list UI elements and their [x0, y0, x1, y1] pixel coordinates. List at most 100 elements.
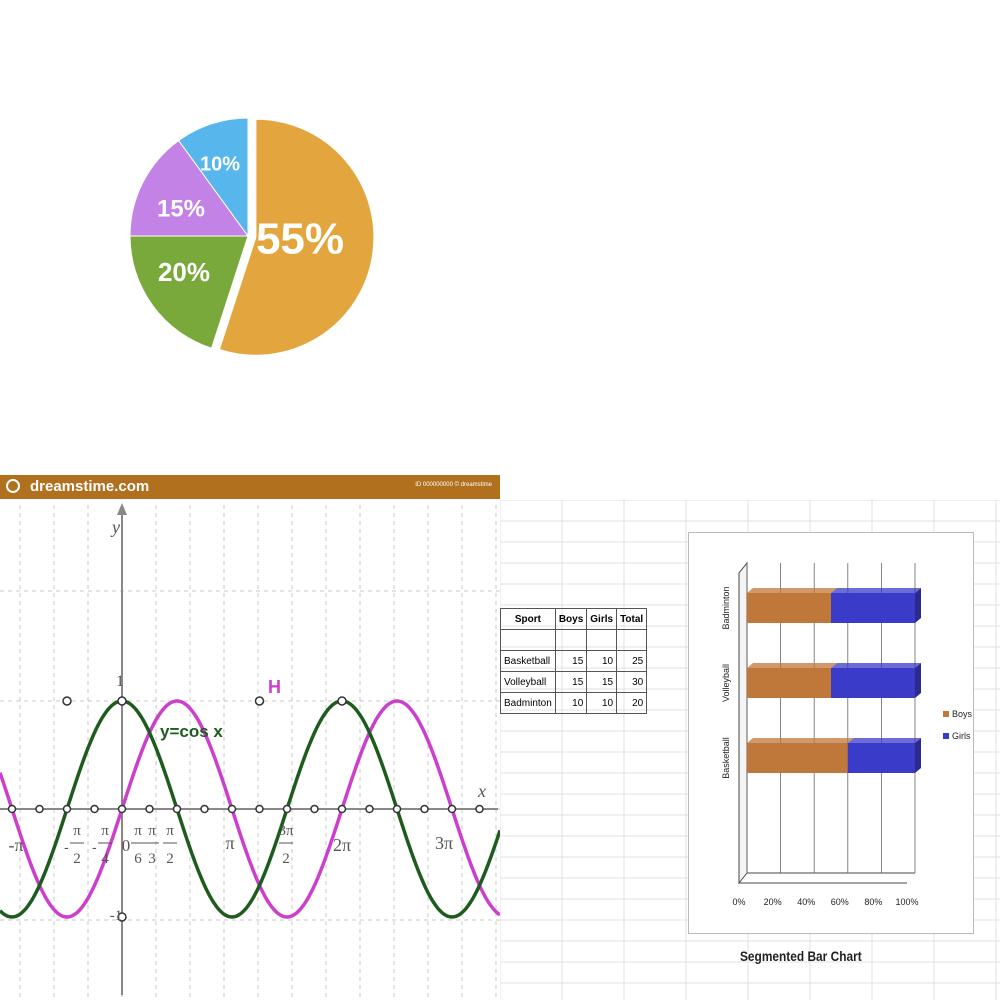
header-sport: Sport [500, 608, 556, 630]
axis-point [255, 804, 264, 814]
table-header-row: Sport Boys Girls Total [500, 608, 648, 630]
spreadsheet-panel: Sport Boys Girls Total Basketball 15 10 … [500, 500, 1000, 1000]
axis-point [227, 804, 237, 814]
pie-slice [177, 117, 249, 238]
curve-point [62, 696, 72, 706]
pie-chart-panel: 55% 20% 15% 10% [0, 0, 500, 475]
pie-slice [129, 235, 249, 349]
tick-third-pi-den: 3 [148, 851, 156, 867]
curve-point [117, 696, 127, 706]
cosine-curve [0, 699, 500, 919]
sine-point-label: H [268, 677, 281, 697]
table-row: Basketball 15 10 25 [500, 650, 648, 672]
cell-total: 30 [616, 671, 648, 693]
minus-sign: - [92, 839, 97, 855]
cell-girls: 10 [586, 650, 618, 672]
category-label: Volleyball [721, 664, 731, 702]
tick-three-half-pi-den: 2 [282, 851, 290, 867]
axis-point [282, 804, 292, 814]
tick-three-half-pi-num: 3π [278, 823, 294, 839]
bar-segment-top [847, 738, 921, 743]
x-axis-label: x [477, 781, 486, 801]
cell-total: 20 [616, 692, 648, 714]
sport-table: Sport Boys Girls Total Basketball 15 10 … [500, 608, 648, 714]
bar-segment [747, 593, 831, 623]
x-tick-label: 80% [864, 897, 882, 907]
pie-slice-label: 20% [158, 257, 210, 287]
sine-curve [0, 699, 500, 919]
pie-slice [129, 139, 249, 237]
cell-girls: 10 [586, 692, 618, 714]
banner-image-id: ID 000000000 © dreamstime [415, 482, 492, 488]
watermark-banner: dreamstime.com ID 000000000 © dreamstime [0, 475, 500, 499]
bar-segment-top [747, 738, 854, 743]
segmented-bar-chart-frame: 0% 20% 40% 60% 80% 100% Basketball Volleyball Ba… [688, 532, 974, 934]
bar-segment [831, 668, 915, 698]
cell-boys: 15 [554, 671, 588, 693]
axis-point [7, 804, 17, 814]
chart-thumbnail-gallery [500, 0, 1000, 500]
tick-neg-half-pi-num: π [73, 823, 81, 839]
chart-side-wall [738, 561, 748, 885]
pie-slice [218, 118, 375, 356]
y-axis-label: y [110, 517, 120, 537]
bar-segment [847, 743, 915, 773]
category-label: Basketball [721, 737, 731, 779]
zero-label: 0 [122, 836, 131, 855]
tick-pi: π [225, 833, 234, 853]
tick-two-pi: 2π [333, 835, 351, 855]
axis-point [475, 804, 484, 814]
cosine-label: y=cos x [160, 722, 223, 741]
bar-segment-top [831, 588, 921, 593]
legend-label: Girls [952, 731, 971, 741]
axis-point [62, 804, 72, 814]
curve-point [337, 696, 347, 706]
x-tick-label: 40% [797, 897, 815, 907]
tick-neg-quarter-pi-den: 4 [101, 851, 109, 867]
axis-point [90, 804, 99, 814]
bar-segment [831, 593, 915, 623]
curve-point [117, 912, 127, 922]
tick-half-pi-num: π [166, 823, 174, 839]
curve-point [254, 696, 265, 706]
bar-end-face [915, 738, 921, 773]
dreamstime-logo-icon [6, 479, 20, 493]
axis-point [447, 804, 457, 814]
table-row [500, 629, 648, 651]
cell-sport: Volleyball [500, 671, 556, 693]
y-axis-arrow [117, 503, 127, 515]
tick-neg-quarter-pi-num: π [101, 823, 109, 839]
tick-sixth-pi-num: π [134, 823, 142, 839]
cell-sport: Basketball [500, 650, 556, 672]
tick-third-pi-num: π [148, 823, 156, 839]
axis-point [337, 804, 347, 814]
axis-point [35, 804, 44, 814]
one-label: 1 [116, 673, 124, 690]
tick-half-pi-den: 2 [166, 851, 174, 867]
neg-one-label: -1 [110, 908, 123, 924]
tick-neg-pi: -π [8, 835, 23, 855]
pie-slice-label: 15% [157, 195, 205, 222]
cell-boys: 15 [554, 650, 588, 672]
header-total: Total [616, 608, 648, 630]
pie-slice-label: 55% [256, 215, 344, 264]
axis-point [420, 804, 429, 814]
tick-three-pi: 3π [435, 833, 453, 853]
header-boys: Boys [554, 608, 588, 630]
x-tick-label: 60% [831, 897, 849, 907]
bar-segment [747, 743, 848, 773]
axis-point [145, 804, 154, 814]
tick-neg-half-pi-den: 2 [73, 851, 81, 867]
bar-segment [747, 668, 831, 698]
bar-segment-top [831, 663, 921, 668]
table-row: Volleyball 15 15 30 [500, 671, 648, 693]
pie-slice-label: 10% [200, 153, 240, 175]
minus-sign: - [64, 839, 69, 855]
bar-segment-top [747, 663, 837, 668]
bar-end-face [915, 588, 921, 623]
axis-point [172, 804, 182, 814]
header-girls: Girls [586, 608, 618, 630]
category-label: Badminton [721, 586, 731, 629]
segmented-bar-chart: 0% 20% 40% 60% 80% 100% Basketball Volleyball Ba… [721, 561, 973, 907]
